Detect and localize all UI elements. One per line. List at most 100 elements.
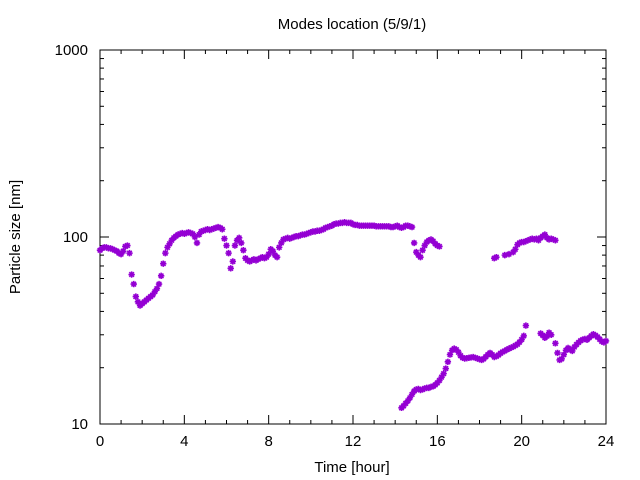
data-point [503,346,511,353]
data-point [419,246,426,254]
data-point [417,253,424,261]
x-axis: 0 4 8 12 16 20 24 [96,50,615,450]
data-point [231,242,239,249]
data-point [265,250,272,258]
data-point [263,253,270,261]
data-point [547,235,555,242]
data-point [520,238,527,246]
x-tick-label: 20 [513,433,530,450]
data-point [547,331,555,338]
data-point [400,402,407,410]
x-tick-label: 16 [429,433,446,450]
data-point [109,246,116,253]
data-point [273,253,281,261]
data-point [429,237,437,245]
data-point [516,338,523,346]
data-point [278,239,285,247]
data-point [286,235,293,242]
data-point [227,265,234,272]
y-tick-label: 1000 [55,42,88,59]
data-point [581,335,589,343]
data-point [225,249,232,257]
data-point [524,237,532,244]
data-point [543,332,551,340]
data-point [269,247,277,255]
data-point [162,249,169,257]
data-point [451,345,458,352]
data-point [122,243,129,250]
data-point [155,280,163,288]
data-point [522,322,530,329]
data-point [545,236,553,243]
data-point [280,236,287,243]
data-point [134,298,142,306]
data-point [434,242,441,249]
data-point [602,337,610,345]
data-point [117,250,125,258]
data-point [282,235,289,242]
data-point [560,351,568,358]
data-point [558,355,565,363]
data-point [526,236,534,243]
data-point [157,272,165,280]
data-point [128,271,135,278]
y-axis: 10 100 1000 [55,42,606,433]
y-tick-label: 100 [63,229,88,246]
data-point [276,244,283,251]
data-point [421,242,428,249]
data-point [107,245,114,252]
data-point [126,249,133,257]
data-point [191,233,199,241]
data-point [413,248,420,256]
data-point [436,243,443,250]
data-point [124,242,131,249]
data-series [96,218,610,412]
data-point [598,338,605,345]
data-point [493,253,500,261]
data-point [288,234,296,242]
x-tick-label: 0 [96,433,104,450]
data-point [235,234,243,242]
data-point [453,346,460,353]
data-point [153,285,161,292]
data-point [501,251,508,259]
data-point [149,291,156,299]
data-point [425,237,433,244]
data-point [522,237,530,245]
data-point [294,232,302,240]
data-point [130,280,137,288]
data-point [284,234,291,242]
data-point [552,340,559,347]
data-point [552,237,559,244]
data-point [446,351,454,358]
data-point [151,288,159,295]
data-point [193,239,201,247]
data-point [404,397,412,405]
data-point [541,231,549,238]
data-point [505,250,513,258]
data-point [408,223,416,231]
data-point [444,358,452,366]
data-point [229,258,237,265]
x-tick-label: 24 [598,433,615,450]
data-point [550,236,557,243]
data-point [440,370,447,377]
data-point [408,391,416,398]
data-point [240,246,247,254]
x-axis-title: Time [hour] [314,459,389,476]
data-point [520,332,527,340]
data-point [223,242,230,249]
data-point [510,248,517,256]
data-point [455,349,462,356]
data-point [516,239,523,247]
data-point [238,239,245,247]
data-point [166,240,173,247]
data-point [119,247,127,255]
data-point [442,365,449,372]
data-point [221,235,228,242]
data-point [410,239,418,247]
data-point [512,246,519,253]
y-tick-label: 10 [71,416,88,433]
data-point [189,230,196,238]
